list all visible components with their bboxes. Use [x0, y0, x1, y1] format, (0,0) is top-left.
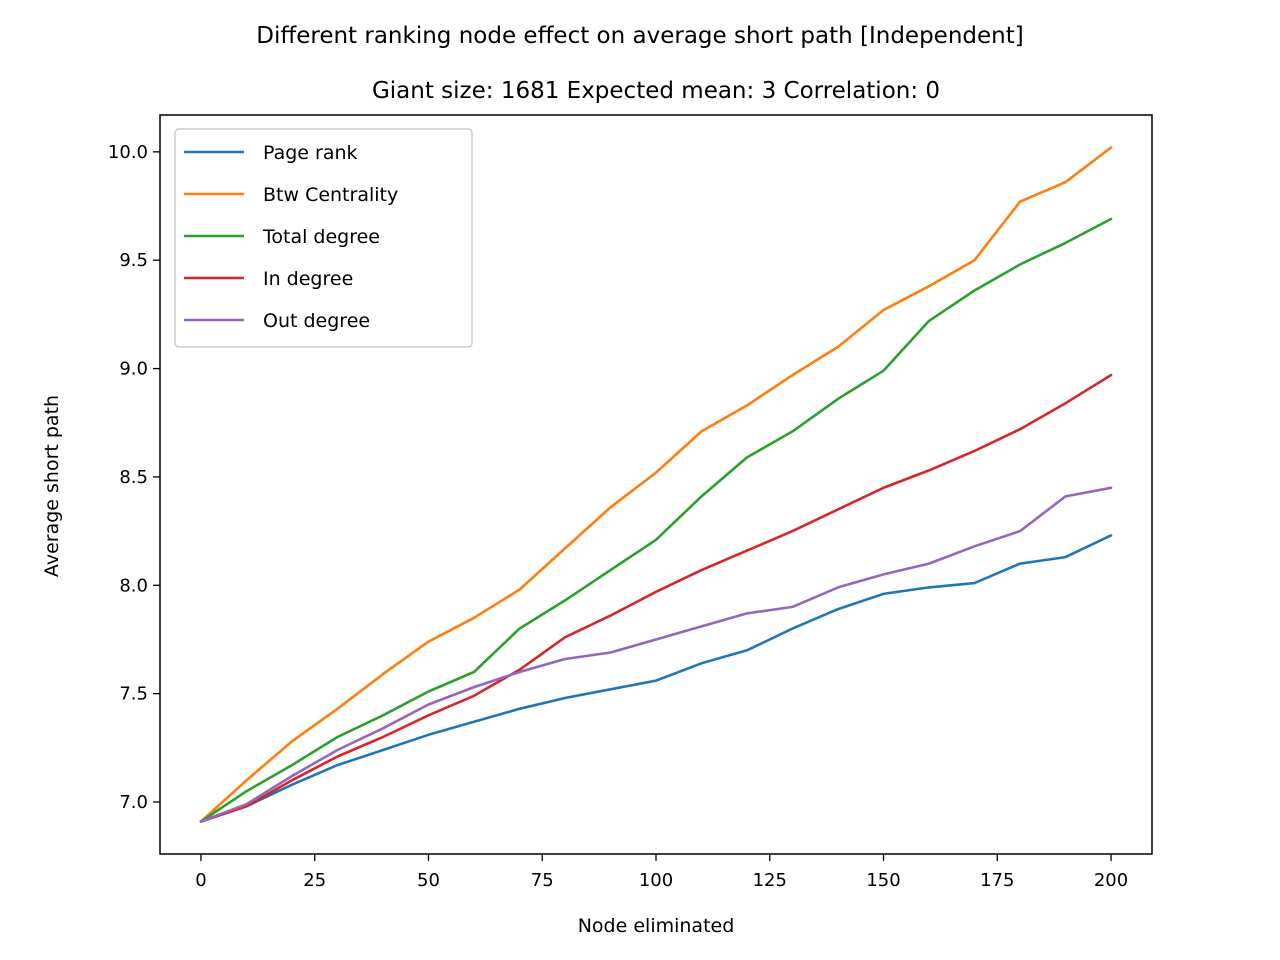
legend-label: Btw Centrality — [263, 184, 398, 206]
x-tick-label: 75 — [531, 870, 554, 891]
y-axis: 7.0 7.5 8.0 8.5 9.0 9.5 10.0 — [108, 142, 160, 813]
y-tick-label: 9.0 — [119, 359, 148, 380]
y-tick-label: 8.0 — [119, 575, 148, 596]
series-line-btw-centrality — [199, 146, 1113, 823]
x-axis-label: Node eliminated — [578, 915, 735, 937]
y-tick-label: 9.5 — [119, 250, 148, 271]
series-line-total-degree — [199, 217, 1113, 823]
legend-box — [174, 128, 473, 348]
x-tick-label: 100 — [639, 870, 673, 891]
x-tick-label: 50 — [417, 870, 440, 891]
y-tick-label: 7.5 — [119, 684, 148, 705]
chart-subtitle: Giant size: 1681 Expected mean: 3 Correl… — [372, 78, 940, 104]
x-axis: 0 25 50 75 100 125 150 175 200 — [195, 854, 1128, 891]
legend: Page rank Btw Centrality Total degree In de… — [174, 128, 473, 348]
x-tick-label: 25 — [303, 870, 326, 891]
y-tick-label: 7.0 — [119, 792, 148, 813]
series-line-out-degree — [199, 486, 1113, 823]
chart-title: Different ranking node effect on average… — [256, 23, 1023, 49]
y-tick-label: 10.0 — [108, 142, 148, 163]
x-tick-label: 125 — [753, 870, 787, 891]
x-tick-label: 200 — [1094, 870, 1128, 891]
x-tick-label: 175 — [980, 870, 1014, 891]
series-line-page-rank — [199, 534, 1113, 823]
legend-label: Page rank — [263, 142, 358, 164]
y-axis-label: Average short path — [41, 395, 63, 577]
legend-label: Out degree — [263, 310, 370, 332]
y-tick-label: 8.5 — [119, 467, 148, 488]
legend-label: Total degree — [262, 226, 380, 248]
series-lines — [199, 146, 1113, 823]
x-tick-label: 150 — [866, 870, 900, 891]
x-tick-label: 0 — [195, 870, 206, 891]
series-line-in-degree — [199, 373, 1113, 823]
legend-label: In degree — [263, 268, 353, 290]
